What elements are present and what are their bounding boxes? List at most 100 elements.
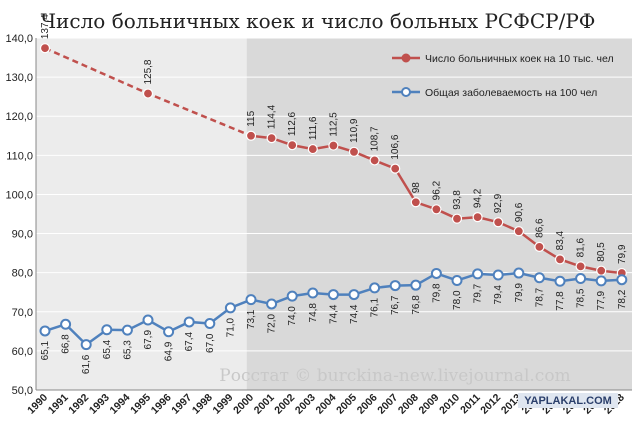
y-tick-label: 110,0: [6, 150, 33, 162]
beds-data-label: 111,6: [308, 116, 319, 140]
morbidity-point: [389, 280, 401, 292]
beds-point: [348, 146, 360, 157]
beds-data-label: 98: [411, 182, 422, 194]
beds-point: [266, 133, 277, 144]
morbidity-point: [410, 279, 422, 291]
chart-title: Число больничных коек и число больных РС…: [41, 9, 596, 33]
watermark: Росстат © burckina-new.livejournal.com: [219, 366, 570, 386]
morbidity-data-label: 79,9: [514, 283, 525, 303]
beds-point: [554, 254, 566, 265]
morbidity-point: [101, 324, 113, 336]
beds-point: [287, 140, 298, 151]
beds-data-label: 86,6: [534, 218, 545, 238]
beds-point: [410, 197, 421, 208]
morbidity-point: [348, 289, 360, 301]
morbidity-data-label: 76,1: [370, 297, 381, 317]
beds-data-label: 110,9: [349, 118, 360, 143]
y-tick-label: 50,0: [12, 385, 33, 397]
morbidity-point: [39, 325, 51, 337]
morbidity-data-label: 79,4: [493, 285, 504, 305]
morbidity-point: [224, 302, 236, 314]
morbidity-data-label: 79,7: [473, 283, 484, 303]
morbidity-data-label: 79,8: [431, 283, 442, 303]
morbidity-data-label: 78,0: [452, 290, 463, 310]
beds-data-label: 94,2: [473, 188, 484, 208]
morbidity-data-label: 76,7: [390, 295, 401, 315]
morbidity-data-label: 61,6: [81, 354, 92, 374]
plot-background-right: [246, 38, 632, 390]
morbidity-point: [533, 272, 545, 284]
beds-point: [534, 241, 545, 252]
morbidity-data-label: 64,9: [164, 341, 175, 361]
morbidity-point: [575, 273, 587, 285]
y-axis: 50,0 60,0 70,0 80,0 90,0 100,0 110,0 120,0 130,0…: [5, 33, 632, 397]
morbidity-data-label: 78,7: [534, 287, 545, 307]
morbidity-point: [80, 339, 92, 351]
beds-point: [328, 140, 339, 151]
morbidity-data-label: 74,0: [287, 306, 298, 326]
beds-point: [596, 265, 607, 276]
y-tick-label: 100,0: [5, 189, 33, 201]
morbidity-data-label: 67,4: [184, 332, 195, 352]
morbidity-data-label: 73,1: [246, 309, 257, 329]
beds-point: [451, 213, 463, 224]
morbidity-data-label: 74,4: [349, 304, 360, 324]
beds-data-label: 112,5: [328, 112, 339, 137]
morbidity-data-label: 74,8: [308, 303, 319, 323]
morbidity-data-label: 66,8: [61, 334, 72, 354]
morbidity-data-label: 71,0: [225, 317, 236, 337]
morbidity-data-label: 78,2: [617, 289, 628, 309]
beds-point: [390, 163, 401, 174]
y-tick-label: 140,0: [5, 33, 33, 45]
y-tick-label: 80,0: [12, 268, 33, 280]
beds-point: [431, 204, 442, 215]
morbidity-data-label: 77,8: [555, 291, 566, 311]
morbidity-point: [616, 274, 628, 286]
morbidity-data-label: 67,0: [205, 333, 216, 353]
beds-point: [369, 155, 380, 166]
morbidity-point: [327, 289, 339, 301]
morbidity-point: [513, 267, 525, 279]
beds-data-label: 90,6: [514, 202, 525, 222]
site-mark: YAPLAKAL.COM: [524, 395, 612, 407]
morbidity-point: [430, 267, 442, 279]
beds-data-label: 83,4: [555, 230, 566, 250]
beds-data-label: 93,8: [452, 190, 463, 210]
site-mark-bg: [518, 393, 618, 408]
beds-data-label: 114,4: [267, 104, 278, 129]
beds-point: [39, 43, 51, 54]
morbidity-point: [204, 318, 216, 330]
beds-data-label: 92,9: [493, 193, 504, 213]
beds-data-label: 81,6: [576, 238, 587, 258]
morbidity-point: [266, 298, 278, 310]
morbidity-point: [286, 290, 298, 302]
morbidity-data-label: 76,8: [411, 295, 422, 315]
y-tick-label: 70,0: [12, 307, 33, 319]
legend-swatch-marker: [401, 87, 411, 97]
legend-swatch-marker: [401, 53, 411, 63]
morbidity-data-label: 65,4: [102, 339, 113, 359]
morbidity-point: [142, 314, 154, 326]
beds-data-label: 112,6: [287, 111, 298, 136]
beds-point: [245, 130, 257, 141]
morbidity-point: [60, 318, 72, 330]
morbidity-data-label: 72,0: [267, 314, 278, 334]
morbidity-data-label: 78,5: [576, 288, 587, 308]
morbidity-data-label: 65,3: [122, 340, 133, 360]
beds-data-label: 106,6: [390, 134, 401, 159]
y-tick-label: 90,0: [12, 229, 33, 241]
beds-data-label: 96,2: [431, 180, 442, 200]
morbidity-point: [595, 275, 607, 287]
beds-data-label: 125,8: [143, 59, 154, 84]
y-tick-label: 130,0: [5, 72, 33, 84]
morbidity-point: [245, 294, 257, 306]
beds-data-label: 137,4: [40, 14, 51, 39]
beds-data-label: 79,9: [617, 244, 628, 264]
morbidity-point: [369, 282, 381, 294]
morbidity-point: [472, 268, 484, 280]
y-tick-label: 120,0: [5, 111, 33, 123]
beds-point: [493, 217, 504, 228]
beds-point: [575, 261, 586, 272]
beds-point: [142, 88, 154, 99]
